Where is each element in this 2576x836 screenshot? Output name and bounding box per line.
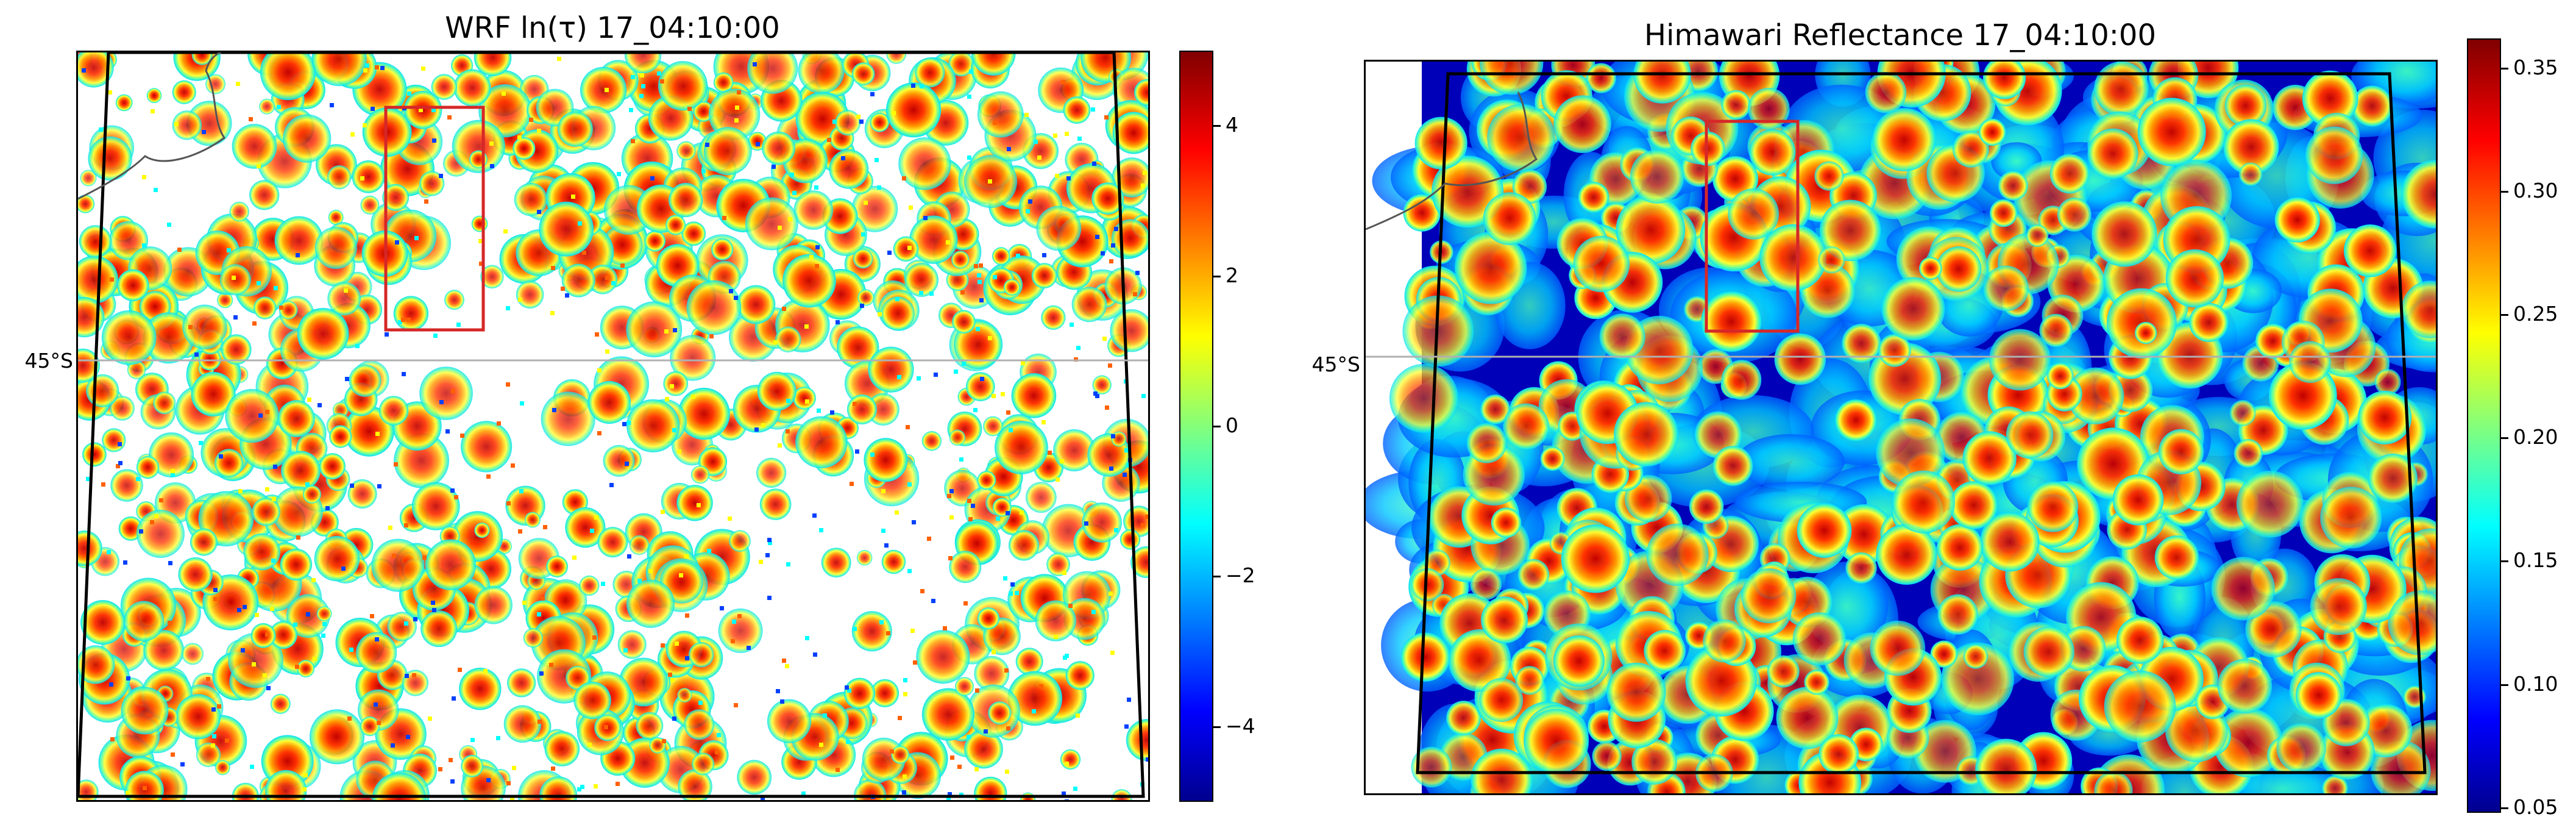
left-cloud-field	[78, 52, 1148, 800]
right-tick-label: 0.25	[2513, 301, 2558, 326]
left-tick-mark	[1213, 576, 1221, 578]
right-tick-mark	[2501, 67, 2508, 70]
right-tick-label: 0.15	[2513, 548, 2558, 573]
left-tick-mark	[1213, 275, 1221, 277]
left-tick-mark	[1213, 125, 1221, 127]
right-tick-label: 0.10	[2513, 671, 2558, 696]
right-tick-mark	[2501, 807, 2508, 809]
left-tick-label: −2	[1226, 563, 1255, 588]
left-tick-label: 0	[1226, 413, 1238, 437]
left-domain-outline	[78, 52, 1145, 798]
right-domain-outline	[1416, 72, 2427, 774]
right-map-canvas	[1366, 62, 2436, 793]
left-map-canvas	[78, 52, 1148, 800]
left-lat-label: 45°S	[24, 349, 73, 373]
right-tick-mark	[2501, 190, 2508, 193]
right-map-panel	[1364, 60, 2438, 795]
left-colorbar	[1179, 51, 1213, 802]
left-tick-mark	[1213, 726, 1221, 728]
right-tick-label: 0.30	[2513, 178, 2558, 202]
left-tick-label: 2	[1226, 263, 1238, 287]
right-lat-label: 45°S	[1311, 352, 1360, 376]
left-tick-label: 4	[1226, 113, 1238, 137]
right-panel-title: Himawari Reflectance 17_04:10:00	[1644, 18, 2156, 52]
right-cloud-field	[1366, 62, 2436, 793]
right-tick-mark	[2501, 437, 2508, 440]
right-tick-label: 0.35	[2513, 55, 2558, 79]
right-tick-mark	[2501, 313, 2508, 316]
left-tick-label: −4	[1226, 713, 1255, 738]
right-colorbar	[2467, 38, 2501, 813]
left-highlight-box	[384, 105, 485, 332]
right-tick-label: 0.20	[2513, 425, 2558, 449]
right-coastline	[1366, 91, 1538, 230]
right-tick-mark	[2501, 684, 2508, 686]
right-tick-label: 0.05	[2513, 795, 2558, 819]
right-highlight-box	[1705, 120, 1800, 333]
right-tick-mark	[2501, 560, 2508, 563]
left-map-panel	[76, 51, 1150, 802]
left-coastline	[78, 52, 226, 200]
left-panel-title: WRF ln(τ) 17_04:10:00	[445, 11, 780, 45]
left-tick-mark	[1213, 426, 1221, 427]
